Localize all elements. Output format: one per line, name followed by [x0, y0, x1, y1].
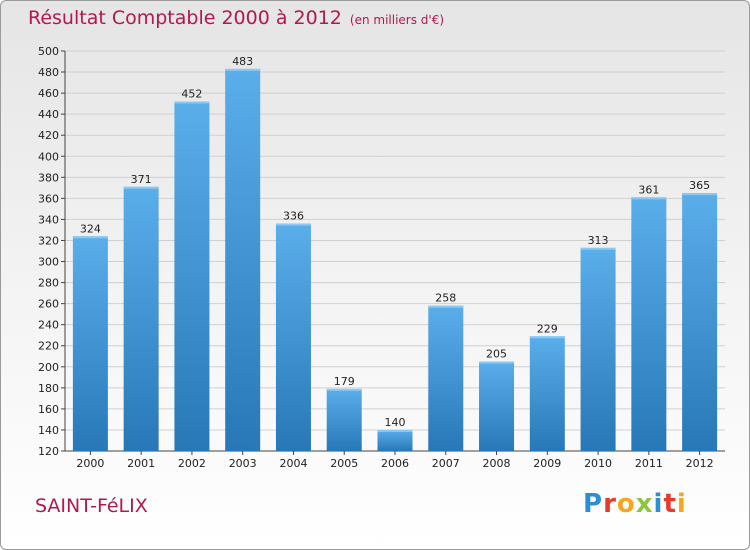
- chart-title: Résultat Comptable 2000 à 2012 (en millie…: [28, 7, 444, 29]
- y-tick-label: 280: [38, 277, 59, 290]
- y-tick-label: 420: [38, 129, 59, 142]
- bar-2002[interactable]: [174, 101, 210, 452]
- data-label: 371: [131, 173, 152, 186]
- y-tick-label: 460: [38, 87, 59, 100]
- x-tick-label: 2003: [229, 457, 257, 470]
- bar-highlight: [529, 336, 565, 339]
- data-label: 361: [638, 183, 659, 196]
- data-label: 336: [283, 210, 304, 223]
- x-tick-label: 2006: [381, 457, 409, 470]
- y-tick-label: 140: [38, 424, 59, 437]
- y-tick-label: 380: [38, 171, 59, 184]
- data-label: 313: [588, 234, 609, 247]
- data-label: 483: [232, 55, 253, 68]
- data-label: 229: [537, 322, 558, 335]
- y-tick-label: 260: [38, 298, 59, 311]
- bars: [72, 68, 718, 452]
- bar-highlight: [631, 197, 667, 200]
- data-label: 258: [435, 292, 456, 305]
- bar-2004[interactable]: [275, 223, 311, 451]
- bar-highlight: [275, 223, 311, 226]
- commune-name: SAINT-FéLIX: [35, 495, 148, 517]
- y-tick-label: 500: [38, 45, 59, 58]
- y-tick-label: 220: [38, 340, 59, 353]
- bar-2007[interactable]: [428, 305, 464, 451]
- bar-highlight: [377, 429, 413, 432]
- data-labels: 324 371 452 483 336 179 140 258 205 229 313 361 365: [80, 55, 710, 429]
- x-tick-label: 2000: [76, 457, 104, 470]
- bar-highlight: [428, 305, 464, 308]
- proxiti-logo[interactable]: Proxiti: [583, 489, 687, 519]
- bar-highlight: [174, 101, 210, 104]
- bar-highlight: [72, 236, 108, 239]
- y-tick-label: 440: [38, 108, 59, 121]
- y-tick-label: 300: [38, 256, 59, 269]
- bar-highlight: [326, 388, 362, 391]
- chart-title-text: Résultat Comptable 2000 à 2012: [28, 7, 342, 29]
- y-tick-label: 400: [38, 150, 59, 163]
- bar-highlight: [682, 193, 718, 196]
- bar-highlight: [479, 361, 515, 364]
- y-tick-label: 200: [38, 361, 59, 374]
- data-label: 140: [385, 416, 406, 429]
- y-tick-label: 360: [38, 192, 59, 205]
- bar-2005[interactable]: [326, 388, 362, 451]
- bar-2012[interactable]: [682, 193, 718, 451]
- x-tick-label: 2004: [279, 457, 307, 470]
- y-tick-label: 320: [38, 234, 59, 247]
- y-tick-label: 480: [38, 66, 59, 79]
- bar-2008[interactable]: [479, 361, 515, 451]
- x-tick-label: 2005: [330, 457, 358, 470]
- y-tick-label: 340: [38, 213, 59, 226]
- bar-highlight: [580, 247, 616, 250]
- x-tick-label: 2009: [533, 457, 561, 470]
- x-tick-label: 2010: [584, 457, 612, 470]
- data-label: 324: [80, 222, 101, 235]
- x-tick-label: 2008: [483, 457, 511, 470]
- bar-2000[interactable]: [72, 236, 108, 451]
- x-tick-label: 2012: [686, 457, 714, 470]
- bar-highlight: [225, 68, 261, 71]
- y-tick-label: 120: [38, 445, 59, 458]
- brand-letter: t: [663, 489, 677, 519]
- brand-letter: P: [583, 489, 604, 519]
- data-label: 179: [334, 375, 355, 388]
- bar-2009[interactable]: [529, 336, 565, 451]
- chart-subtitle: (en milliers d'€): [349, 13, 445, 27]
- y-tick-label: 160: [38, 403, 59, 416]
- x-tick-label: 2007: [432, 457, 460, 470]
- data-label: 365: [689, 179, 710, 192]
- brand-letter: i: [676, 489, 687, 519]
- bar-2006[interactable]: [377, 429, 413, 451]
- x-tick-label: 2002: [178, 457, 206, 470]
- brand-letter: o: [616, 489, 636, 519]
- brand-letter: x: [635, 489, 654, 519]
- bar-2010[interactable]: [580, 247, 616, 451]
- bar-2011[interactable]: [631, 197, 667, 451]
- y-tick-label: 180: [38, 382, 59, 395]
- data-label: 205: [486, 348, 507, 361]
- brand-letter: i: [653, 489, 664, 519]
- x-tick-label: 2011: [635, 457, 663, 470]
- bar-2001[interactable]: [123, 186, 159, 451]
- x-tick-label: 2001: [127, 457, 155, 470]
- grid-lines: [65, 50, 725, 431]
- bar-2003[interactable]: [225, 68, 261, 451]
- data-label: 452: [181, 88, 202, 101]
- bar-highlight: [123, 186, 159, 189]
- brand-letter: r: [603, 489, 617, 519]
- y-tick-label: 240: [38, 319, 59, 332]
